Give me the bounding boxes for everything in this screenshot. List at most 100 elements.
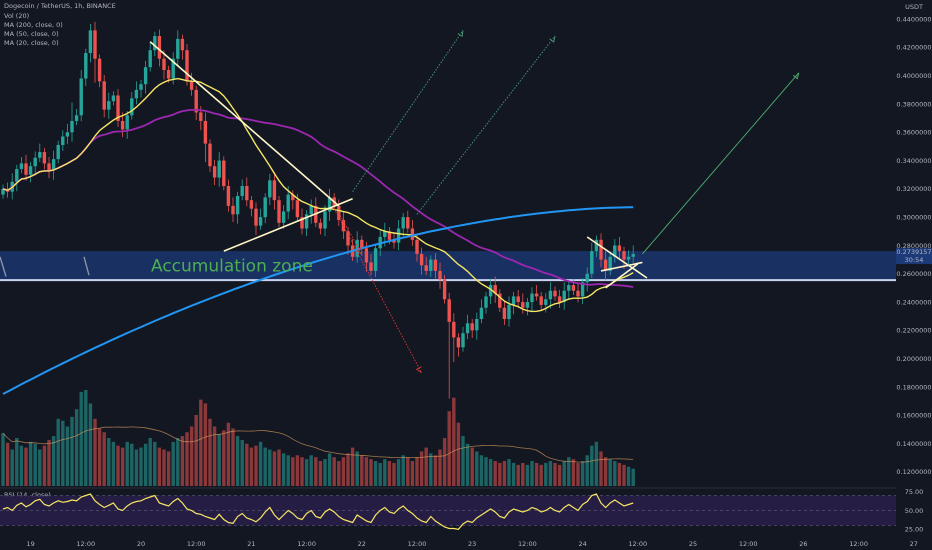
volume-bar bbox=[134, 449, 139, 486]
volume-bar bbox=[465, 443, 470, 486]
volume-bar bbox=[286, 455, 290, 486]
chart-labels: Accumulation zone bbox=[151, 256, 313, 276]
volume-bar bbox=[511, 462, 516, 486]
candle-body bbox=[544, 299, 548, 305]
volume-bar bbox=[415, 457, 419, 486]
candle-body bbox=[97, 58, 102, 82]
volume-bar bbox=[97, 428, 102, 486]
volume-bar bbox=[51, 436, 56, 486]
volume-bar bbox=[603, 457, 608, 486]
candle-body bbox=[70, 120, 74, 133]
volume-bar bbox=[314, 457, 318, 486]
candle-body bbox=[631, 253, 635, 257]
candle-body bbox=[410, 228, 415, 240]
candle-body bbox=[475, 319, 479, 331]
rsi-indicator-label[interactable]: RSI (14, close) bbox=[4, 491, 51, 499]
rsi-tick-label: 25.00 bbox=[905, 526, 924, 534]
candle-body bbox=[442, 279, 447, 300]
rsi-tick-label: 50.00 bbox=[905, 507, 924, 515]
time-scale-bg[interactable] bbox=[0, 536, 932, 550]
candle-body bbox=[38, 152, 42, 158]
volume-bar bbox=[240, 439, 244, 486]
price-tick-label: 0.1600000 bbox=[896, 412, 931, 420]
candle-body bbox=[401, 217, 405, 229]
volume-bar bbox=[61, 420, 65, 486]
candle-body bbox=[608, 256, 612, 271]
volume-bar bbox=[337, 461, 341, 486]
volume-bar bbox=[544, 462, 548, 486]
price-tick-label: 0.2200000 bbox=[896, 327, 931, 335]
indicator-ma200[interactable]: MA (200, close, 0) bbox=[4, 21, 63, 29]
candle-body bbox=[613, 245, 617, 257]
volume-bar bbox=[442, 438, 447, 486]
volume-bar bbox=[452, 397, 456, 486]
price-scale-bg[interactable] bbox=[896, 0, 932, 550]
volume-bar bbox=[475, 451, 479, 486]
time-tick-label: 12:00 bbox=[76, 540, 95, 548]
candle-body bbox=[456, 337, 461, 348]
candle-body bbox=[134, 89, 139, 99]
candle-body bbox=[387, 231, 392, 240]
volume-bar bbox=[438, 449, 442, 486]
candle-body bbox=[557, 296, 562, 303]
price-tick-label: 0.2800000 bbox=[896, 242, 931, 250]
candle-body bbox=[433, 259, 438, 271]
candle-body bbox=[277, 200, 281, 223]
candle-body bbox=[217, 160, 221, 178]
candle-body bbox=[498, 293, 502, 308]
candle-body bbox=[355, 239, 359, 257]
candle-body bbox=[594, 239, 599, 252]
candle-body bbox=[249, 200, 254, 209]
volume-bar bbox=[203, 403, 208, 486]
volume-bar bbox=[613, 461, 617, 486]
candle-body bbox=[226, 186, 231, 206]
volume-bar bbox=[33, 443, 37, 486]
volume-bar bbox=[38, 449, 42, 486]
candle-body bbox=[235, 195, 240, 215]
candle-body bbox=[74, 115, 79, 121]
candle-body bbox=[327, 197, 332, 212]
volume-bar bbox=[5, 442, 10, 486]
volume-bar bbox=[42, 445, 47, 486]
volume-bar bbox=[208, 418, 212, 486]
drawings[interactable] bbox=[0, 30, 800, 374]
volume-bar bbox=[125, 441, 129, 486]
volume-bar bbox=[585, 455, 589, 486]
volume-bar bbox=[406, 457, 410, 486]
candle-body bbox=[424, 265, 428, 271]
candle-body bbox=[51, 159, 56, 171]
volume-bar bbox=[93, 418, 97, 486]
candle-body bbox=[268, 180, 272, 198]
volume-bar bbox=[327, 453, 332, 486]
candle-body bbox=[452, 321, 456, 338]
price-tick-label: 0.3200000 bbox=[896, 185, 931, 193]
volume-bar bbox=[226, 422, 231, 486]
volume-bar bbox=[346, 453, 350, 486]
time-tick-label: 26 bbox=[799, 540, 807, 548]
volume-bar bbox=[231, 428, 235, 486]
candle-body bbox=[488, 285, 493, 297]
volume-bar bbox=[47, 439, 51, 486]
rsi-line bbox=[2, 493, 634, 530]
candle-body bbox=[42, 152, 47, 164]
candle-body bbox=[373, 248, 378, 271]
volume-bar bbox=[189, 426, 194, 486]
volume-bar bbox=[295, 455, 300, 486]
ma50-line bbox=[2, 109, 634, 288]
volume-bar bbox=[355, 451, 359, 486]
candle-body bbox=[571, 285, 576, 291]
candles bbox=[1, 21, 635, 399]
volume-bar bbox=[249, 447, 254, 486]
indicator-ma20[interactable]: MA (20, close, 0) bbox=[4, 39, 59, 47]
ma20-line bbox=[2, 77, 634, 313]
volume-bar bbox=[553, 462, 557, 486]
candle-body bbox=[24, 163, 28, 175]
candle-body bbox=[212, 166, 217, 178]
volume-bar bbox=[258, 441, 263, 486]
indicator-ma50[interactable]: MA (50, close, 0) bbox=[4, 30, 59, 38]
volume-bar bbox=[102, 432, 106, 486]
indicator-volume[interactable]: Vol (20) bbox=[4, 12, 30, 20]
moving-averages bbox=[2, 77, 634, 395]
candle-body bbox=[263, 197, 267, 218]
